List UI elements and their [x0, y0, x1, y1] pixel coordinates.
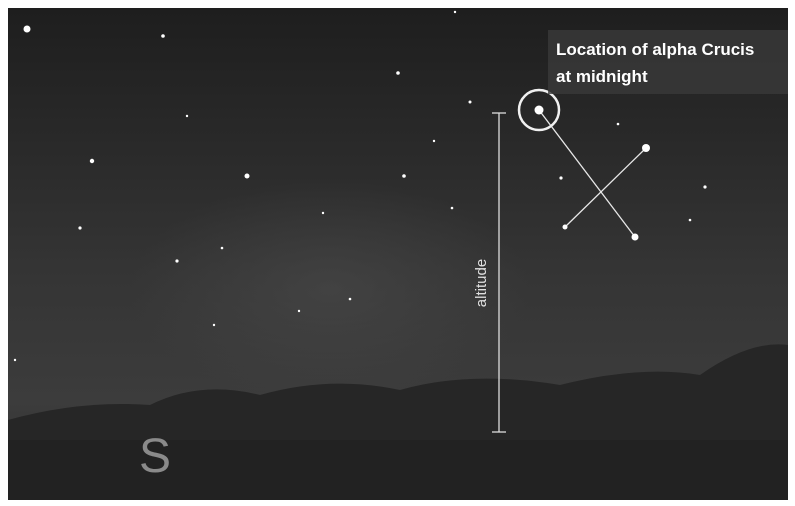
altitude-label: altitude	[473, 259, 490, 307]
screenshot: Location of alpha Crucis at midnight alt…	[0, 0, 795, 506]
direction-label: S	[139, 430, 171, 483]
annotation-line: at midnight	[556, 67, 648, 86]
ground	[8, 440, 788, 500]
annotation-line: Location of alpha Crucis	[556, 40, 754, 59]
milky-way	[130, 180, 530, 400]
